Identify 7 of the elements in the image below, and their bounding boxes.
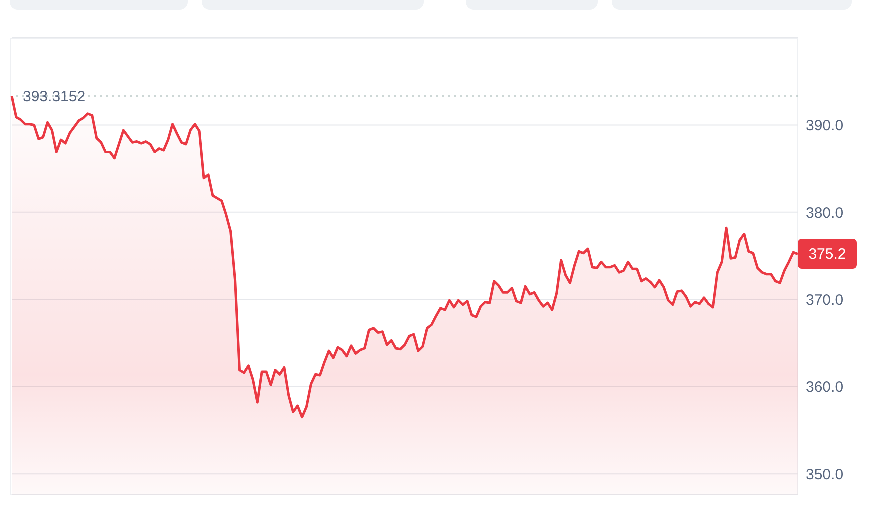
text: 375.2 [798, 239, 857, 269]
y-tick-label: 370.0 [806, 292, 844, 309]
y-tick-label: 360.0 [806, 379, 844, 396]
y-tick-label: 350.0 [806, 466, 844, 484]
y-tick-label: 380.0 [806, 204, 844, 222]
ref-line-label: 393.3152 [23, 88, 86, 106]
y-tick-label: 390.0 [806, 118, 844, 135]
